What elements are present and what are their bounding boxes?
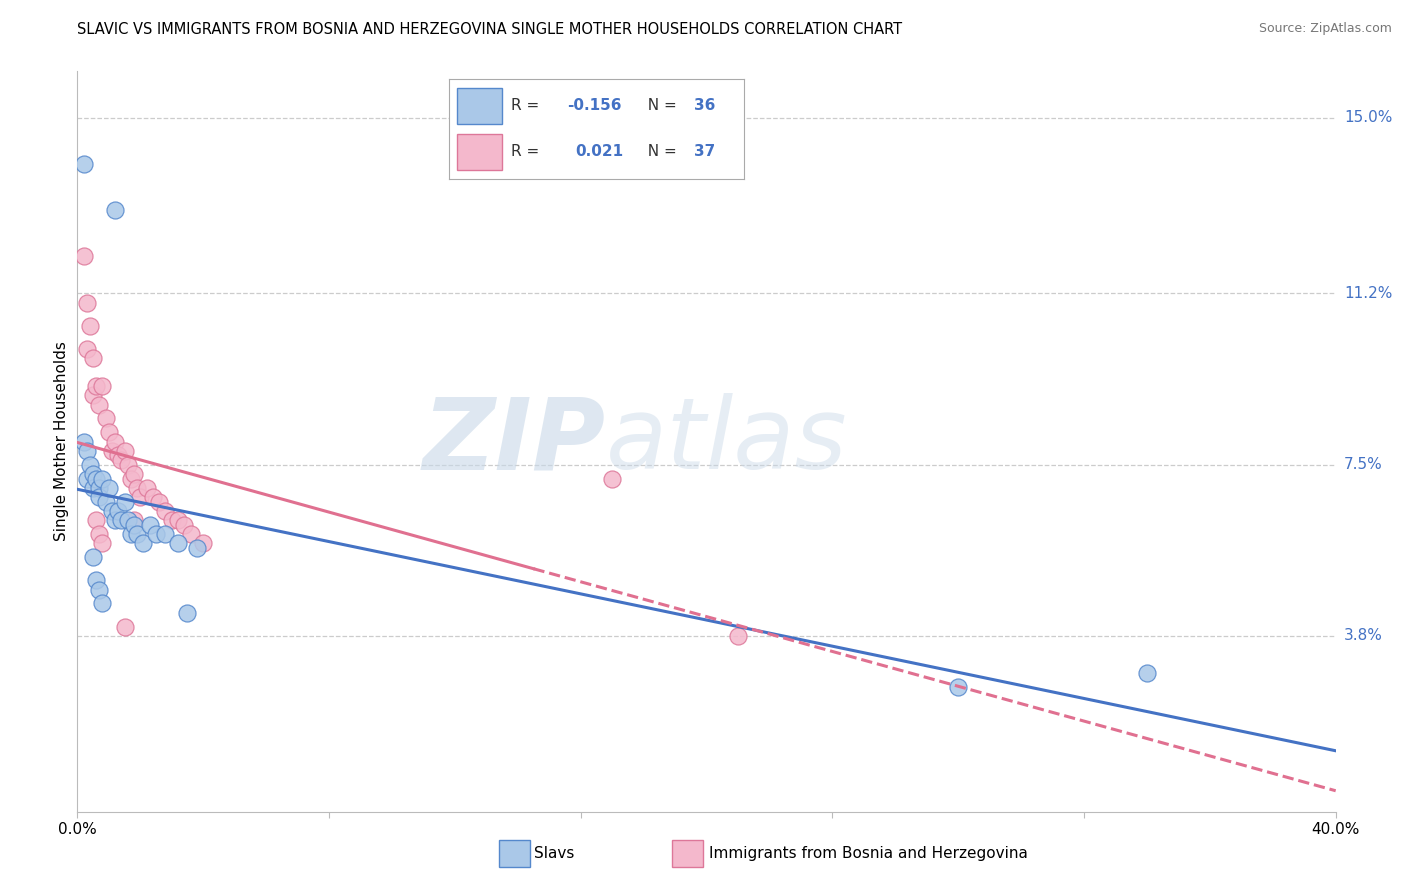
Point bbox=[127, 481, 149, 495]
Point bbox=[82, 481, 104, 495]
Point bbox=[173, 517, 195, 532]
Text: Source: ZipAtlas.com: Source: ZipAtlas.com bbox=[1258, 22, 1392, 36]
Point bbox=[142, 490, 165, 504]
Point bbox=[191, 536, 215, 550]
Point bbox=[84, 471, 107, 485]
Text: 3.8%: 3.8% bbox=[1344, 628, 1384, 643]
Point bbox=[127, 527, 149, 541]
Point bbox=[79, 458, 101, 472]
Point bbox=[97, 481, 120, 495]
Point bbox=[82, 550, 104, 565]
Point bbox=[176, 606, 198, 620]
Point bbox=[138, 517, 160, 532]
Point bbox=[82, 351, 104, 366]
Point bbox=[84, 379, 107, 393]
Point bbox=[600, 471, 623, 485]
Point bbox=[186, 541, 208, 555]
Point bbox=[155, 504, 177, 518]
Point bbox=[107, 449, 129, 463]
Point bbox=[76, 443, 98, 458]
Point bbox=[155, 527, 177, 541]
Point bbox=[167, 513, 190, 527]
Text: Slavs: Slavs bbox=[534, 847, 575, 861]
Point bbox=[91, 471, 114, 485]
Point bbox=[107, 504, 129, 518]
Point bbox=[91, 536, 114, 550]
Point bbox=[948, 680, 970, 694]
Point bbox=[122, 517, 145, 532]
Point bbox=[114, 619, 136, 633]
Point bbox=[79, 318, 101, 333]
Point bbox=[72, 434, 94, 449]
Point bbox=[117, 513, 139, 527]
Point bbox=[82, 388, 104, 402]
Point bbox=[145, 527, 167, 541]
Point bbox=[89, 398, 111, 412]
Text: SLAVIC VS IMMIGRANTS FROM BOSNIA AND HERZEGOVINA SINGLE MOTHER HOUSEHOLDS CORREL: SLAVIC VS IMMIGRANTS FROM BOSNIA AND HER… bbox=[77, 22, 903, 37]
Text: Immigrants from Bosnia and Herzegovina: Immigrants from Bosnia and Herzegovina bbox=[709, 847, 1028, 861]
Point bbox=[89, 481, 111, 495]
Point bbox=[76, 342, 98, 356]
Point bbox=[89, 490, 111, 504]
Point bbox=[94, 411, 117, 425]
Point bbox=[101, 504, 124, 518]
Point bbox=[110, 513, 132, 527]
Point bbox=[110, 453, 132, 467]
Point bbox=[727, 629, 749, 643]
Point bbox=[114, 443, 136, 458]
Point bbox=[114, 494, 136, 508]
Point bbox=[76, 471, 98, 485]
Point bbox=[117, 458, 139, 472]
Point bbox=[180, 527, 202, 541]
Point bbox=[132, 536, 155, 550]
Point bbox=[104, 203, 127, 218]
Point bbox=[135, 481, 157, 495]
Text: 11.2%: 11.2% bbox=[1344, 286, 1392, 301]
Point bbox=[160, 513, 183, 527]
Text: ZIP: ZIP bbox=[423, 393, 606, 490]
Point bbox=[101, 443, 124, 458]
Point bbox=[89, 527, 111, 541]
Point bbox=[82, 467, 104, 481]
Text: 15.0%: 15.0% bbox=[1344, 110, 1392, 125]
Point bbox=[89, 582, 111, 597]
Point bbox=[84, 513, 107, 527]
Point bbox=[120, 471, 142, 485]
Point bbox=[122, 467, 145, 481]
Point bbox=[120, 527, 142, 541]
Point bbox=[76, 295, 98, 310]
Point bbox=[91, 379, 114, 393]
Y-axis label: Single Mother Households: Single Mother Households bbox=[53, 342, 69, 541]
Point bbox=[94, 494, 117, 508]
Text: atlas: atlas bbox=[606, 393, 848, 490]
Point bbox=[84, 574, 107, 588]
Point bbox=[72, 250, 94, 264]
Text: 7.5%: 7.5% bbox=[1344, 458, 1382, 472]
Point bbox=[104, 513, 127, 527]
Point bbox=[167, 536, 190, 550]
Point bbox=[97, 425, 120, 440]
Point bbox=[122, 513, 145, 527]
Point bbox=[72, 157, 94, 171]
Point bbox=[129, 490, 152, 504]
Point bbox=[1136, 665, 1159, 680]
Point bbox=[91, 597, 114, 611]
Point bbox=[148, 494, 170, 508]
Point bbox=[104, 434, 127, 449]
